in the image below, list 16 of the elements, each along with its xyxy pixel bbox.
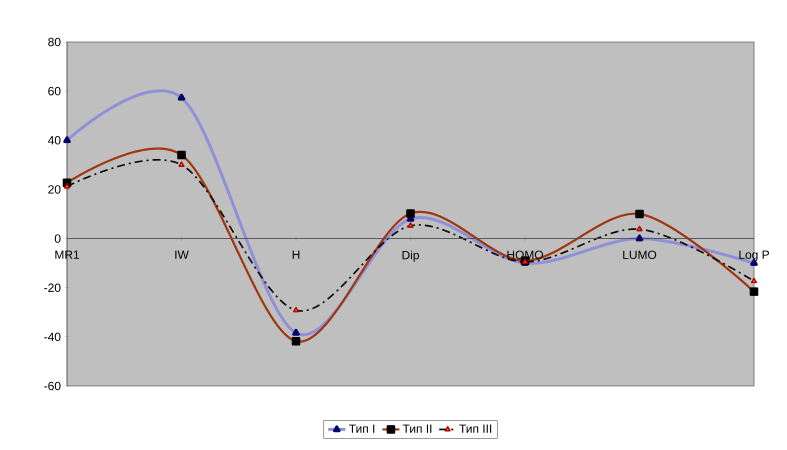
- legend-label: Тип III: [459, 424, 492, 433]
- x-tick-label: LUMO: [623, 250, 656, 260]
- y-tick-label: -40: [44, 332, 61, 342]
- x-tick-label: Log P: [739, 250, 769, 262]
- legend-label: Тип II: [402, 424, 432, 433]
- x-tick-label: Dip: [402, 250, 419, 262]
- y-tick-label: 40: [48, 136, 61, 145]
- y-tick-label: -20: [44, 283, 61, 292]
- y-tick-label: 0: [54, 234, 61, 243]
- y-tick-label: 60: [48, 86, 61, 96]
- x-tick-label: IW: [175, 250, 189, 259]
- y-tick-label: 20: [48, 185, 61, 194]
- x-tick-label: H: [292, 250, 300, 259]
- y-tick-label: -60: [44, 382, 61, 390]
- legend-label: Тип I: [349, 424, 374, 433]
- y-tick-label: 80: [48, 38, 61, 46]
